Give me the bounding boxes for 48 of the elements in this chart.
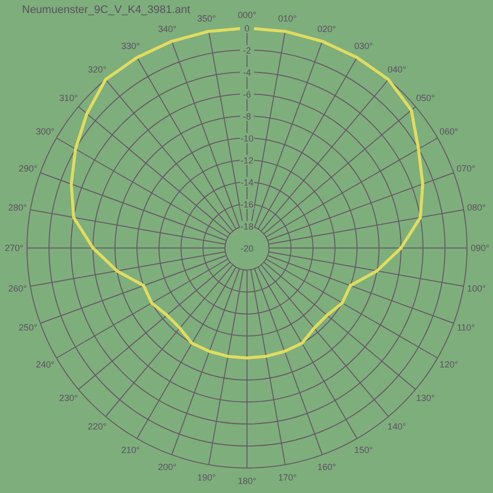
y-tick-label: -12 [240, 156, 254, 166]
spoke-label: 250° [18, 322, 38, 333]
spoke-label: 070° [456, 163, 476, 174]
spoke-label: 220° [88, 421, 107, 432]
spoke-label: 110° [456, 322, 476, 333]
spoke-label: 160° [317, 462, 336, 472]
spoke-label: 030° [354, 41, 374, 52]
spoke-label: 020° [317, 24, 336, 34]
spoke-label: 150° [354, 444, 374, 455]
y-tick-label: -14 [240, 178, 254, 188]
y-tick-label: -6 [242, 90, 252, 100]
y-tick-label: -10 [240, 134, 254, 144]
spoke-label: 310° [59, 93, 78, 104]
spoke-label: 050° [416, 93, 436, 104]
spoke-label: 230° [59, 392, 78, 403]
spoke-label: 320° [88, 64, 107, 75]
y-tick-label: 0 [244, 24, 250, 34]
spoke-label: 260° [8, 283, 28, 294]
spoke-label: 060° [439, 126, 458, 136]
y-tick-label: -8 [242, 112, 252, 122]
spoke-label: 140° [387, 421, 406, 432]
spoke-label: 100° [467, 283, 486, 294]
spoke-label: 130° [416, 392, 436, 403]
spoke-label: 330° [121, 41, 140, 52]
spoke-label: 040° [387, 64, 406, 75]
spoke-label: 300° [36, 126, 55, 136]
chart-title: Neumuenster_9C_V_K4_3981.ant [22, 4, 190, 16]
spoke-label: 000° [238, 10, 257, 20]
spoke-label: 200° [158, 462, 178, 472]
y-tick-label: -18 [240, 222, 254, 232]
spoke-label: 090° [470, 243, 490, 253]
spoke-label: 190° [197, 472, 216, 482]
y-tick-label: -2 [242, 46, 252, 56]
spoke-label: 080° [467, 202, 486, 213]
spoke-label: 240° [36, 360, 55, 370]
spoke-label: 280° [8, 202, 28, 213]
spoke-label: 170° [278, 472, 298, 482]
spoke-label: 010° [278, 14, 298, 24]
spoke-label: 350° [197, 14, 216, 24]
spoke-label: 290° [18, 163, 38, 174]
y-tick-label: -20 [240, 244, 254, 254]
spoke-label: 120° [439, 360, 458, 370]
y-tick-label: -16 [240, 200, 254, 210]
spoke-label: 180° [238, 476, 257, 486]
spoke-label: 270° [4, 243, 24, 253]
y-tick-label: -4 [242, 68, 252, 78]
spoke-label: 210° [121, 444, 140, 455]
spoke-label: 340° [158, 24, 178, 34]
